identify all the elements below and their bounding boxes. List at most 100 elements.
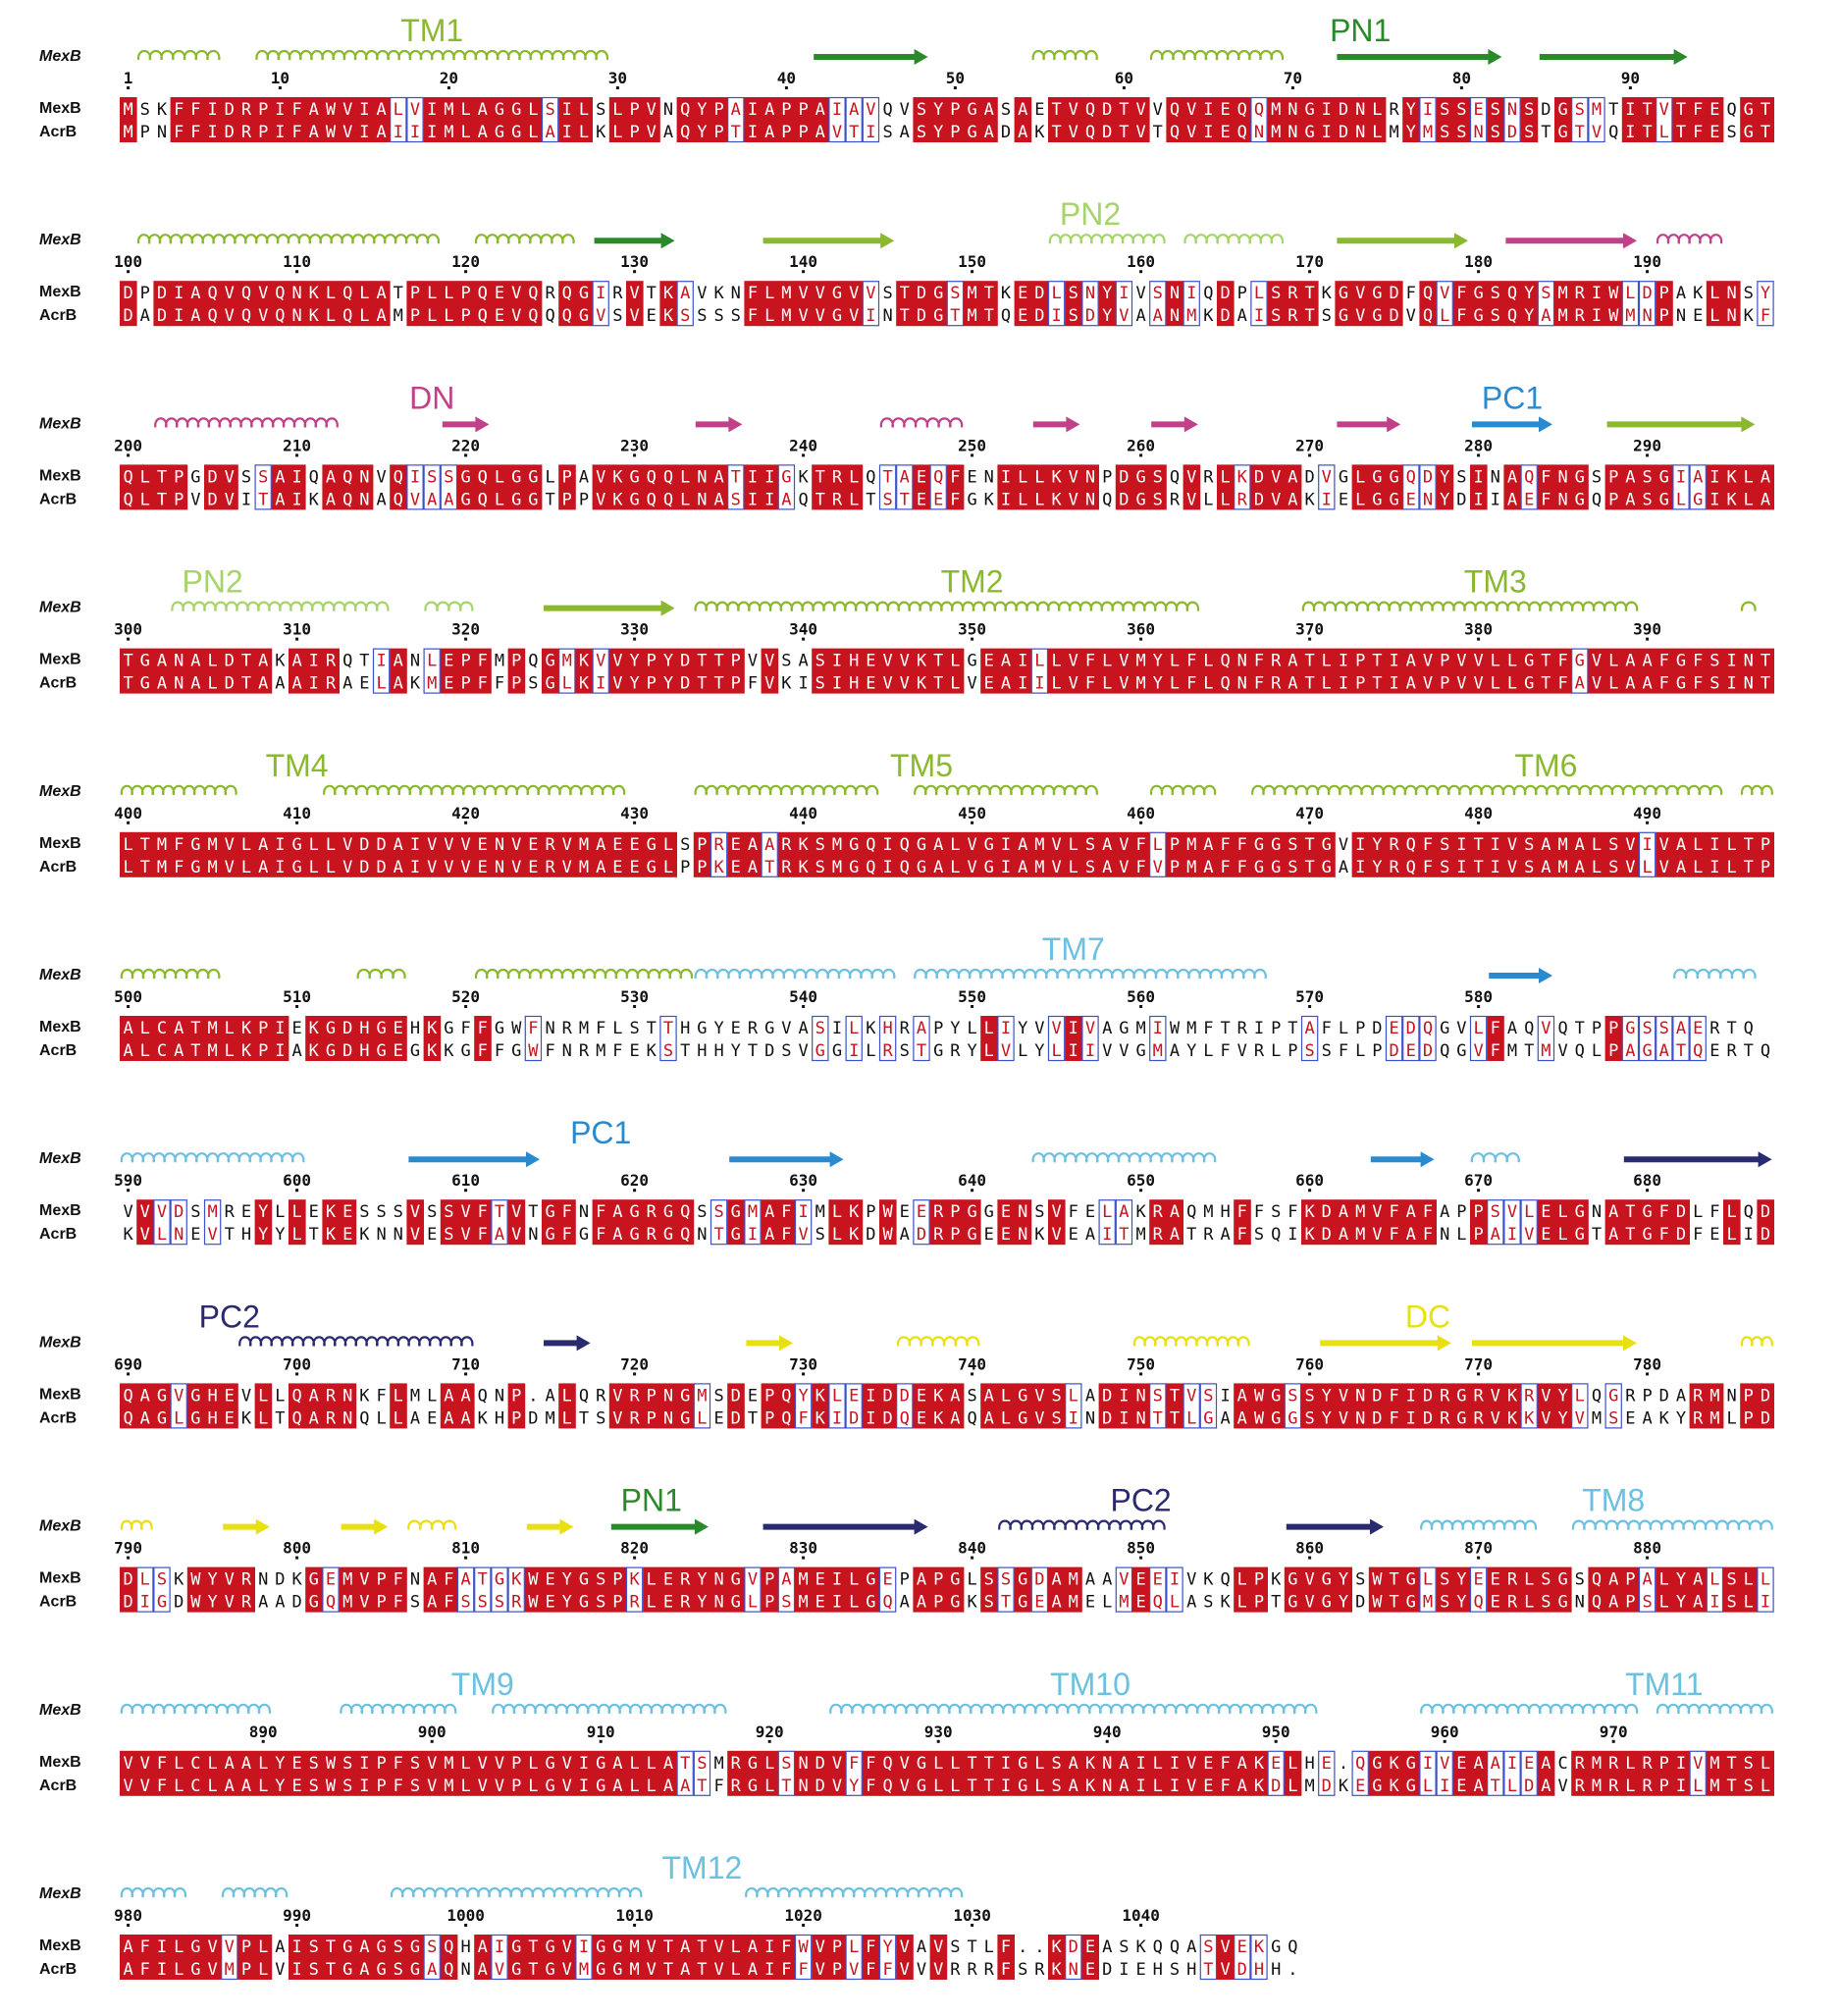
tick-dot (295, 1924, 299, 1927)
residue-top: K (309, 284, 320, 303)
residue-bottom: L (647, 1777, 657, 1796)
residue-bottom: I (359, 123, 369, 142)
residue-bottom: Q (326, 1593, 336, 1613)
identical-column (457, 1199, 475, 1246)
residue-bottom: S (1322, 1041, 1332, 1061)
residue-bottom: A (1220, 1225, 1230, 1245)
residue-bottom: G (1018, 1593, 1027, 1613)
tick-dot (802, 270, 806, 274)
residue-bottom: Q (1271, 1225, 1281, 1245)
residue-top: N (1102, 1754, 1112, 1774)
residue-top: E (1271, 1754, 1281, 1774)
identical-column (237, 1016, 255, 1061)
identical-column (305, 97, 323, 142)
residue-bottom: N (342, 1408, 352, 1428)
residue-top: A (1642, 1570, 1652, 1590)
residue-top: A (1625, 652, 1635, 671)
residue-top: M (579, 1019, 589, 1038)
residue-top: L (1524, 1202, 1534, 1222)
residue-top: G (1575, 652, 1585, 671)
residue-bottom: G (596, 1960, 605, 1980)
identical-column (136, 831, 154, 877)
alpha-helix (694, 968, 896, 980)
residue-top: G (917, 1754, 926, 1774)
identical-column (120, 831, 137, 877)
residue-bottom: N (663, 1408, 673, 1428)
similar-box (1183, 281, 1200, 327)
identical-column (457, 281, 475, 327)
identical-column (845, 464, 864, 510)
residue-top: M (342, 1570, 352, 1590)
residue-bottom: S (1051, 1777, 1061, 1796)
residue-bottom: A (376, 490, 386, 509)
residue-top: L (849, 1019, 859, 1038)
residue-top: V (1372, 1202, 1382, 1222)
residue-top: G (1575, 467, 1585, 487)
beta-strand (1472, 416, 1552, 433)
residue-bottom: L (394, 1408, 403, 1428)
residue-bottom: G (579, 1225, 589, 1245)
residue-top: G (495, 1570, 504, 1590)
residue-top: I (579, 1754, 589, 1774)
residue-top: G (1372, 467, 1382, 487)
residue-top: E (1153, 1570, 1163, 1590)
residue-top: F (1237, 835, 1247, 855)
residue-bottom: I (1001, 858, 1011, 877)
alpha-helix (1741, 784, 1773, 795)
residue-bottom: A (275, 490, 285, 509)
residue-bottom: W (1608, 306, 1619, 326)
residue-bottom: G (1744, 123, 1754, 142)
residue-bottom: L (1018, 490, 1027, 509)
residue-top: A (950, 1386, 960, 1406)
similar-box (676, 281, 694, 327)
residue-bottom: I (410, 858, 420, 877)
identical-column (271, 97, 289, 142)
residue-bottom: V (1339, 1408, 1348, 1428)
alpha-helix (120, 1886, 186, 1898)
residue-bottom: L (528, 123, 538, 142)
residue-top: Q (1524, 467, 1534, 487)
residue-top: A (663, 1754, 673, 1774)
residue-top: L (275, 1202, 285, 1222)
residue-top: S (680, 835, 690, 855)
residue-bottom: P (562, 490, 572, 509)
residue-top: S (1203, 1937, 1213, 1957)
residue-bottom: V (1406, 306, 1416, 326)
identical-column (1199, 831, 1218, 877)
identical-column (1604, 1016, 1623, 1061)
identical-column (1234, 97, 1251, 142)
residue-top: N (359, 467, 369, 487)
residue-bottom: T (1119, 123, 1129, 142)
residue-bottom: T (1625, 1225, 1635, 1245)
identical-column (1723, 1199, 1741, 1246)
residue-top: A (612, 1202, 622, 1222)
residue-bottom: D (1254, 490, 1264, 509)
residue-bottom: R (950, 1041, 961, 1061)
residue-top: A (1119, 1202, 1129, 1222)
residue-top: P (1625, 1570, 1635, 1590)
residue-bottom: V (478, 1777, 488, 1796)
residue-top: A (917, 1019, 926, 1038)
residue-top: G (1372, 284, 1382, 303)
residue-top: A (1507, 1019, 1517, 1038)
residue-bottom: M (1304, 1777, 1314, 1796)
residue-bottom: P (1744, 1408, 1754, 1428)
residue-top: E (731, 835, 741, 855)
identical-column (221, 464, 238, 510)
residue-bottom: G (1254, 858, 1264, 877)
residue-bottom: L (1726, 1408, 1736, 1428)
residue-top: T (1051, 100, 1061, 120)
residue-bottom: T (1744, 858, 1754, 877)
residue-top: Y (275, 1754, 285, 1774)
residue-top: Q (1524, 1019, 1534, 1038)
residue-bottom: L (174, 1960, 184, 1980)
residue-bottom: Q (1001, 306, 1011, 326)
residue-bottom: I (1625, 123, 1635, 142)
residue-top: N (798, 1754, 808, 1774)
residue-top: P (460, 284, 470, 303)
sequence-name-bottom: AcrB (39, 1594, 77, 1611)
residue-bottom: G (545, 674, 554, 694)
residue-top: I (291, 467, 301, 487)
residue-bottom: A (1339, 858, 1348, 877)
residue-top: L (1069, 1386, 1078, 1406)
